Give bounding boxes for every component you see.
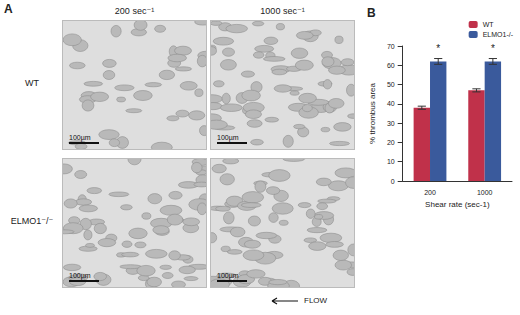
html-text:100µm: 100µm	[69, 272, 91, 279]
html-text:WT: WT	[25, 78, 39, 88]
svg-text:40: 40	[387, 100, 395, 107]
html-text:1000 sec⁻¹: 1000 sec⁻¹	[260, 6, 305, 16]
html-text:A: A	[4, 2, 13, 16]
svg-text:30: 30	[387, 120, 395, 127]
svg-text:1000: 1000	[477, 189, 493, 196]
svg-text:70: 70	[387, 43, 395, 50]
svg-text:B: B	[367, 6, 376, 20]
svg-text:WT: WT	[483, 21, 495, 28]
html-text:FLOW: FLOW	[304, 296, 328, 305]
svg-text:50: 50	[387, 81, 395, 88]
html-text:200 sec⁻¹: 200 sec⁻¹	[114, 6, 155, 16]
html-text:100µm: 100µm	[217, 134, 239, 141]
svg-text:% thrombus area: % thrombus area	[368, 82, 377, 143]
svg-text:ELMO1-/-: ELMO1-/-	[483, 31, 514, 38]
svg-text:Shear rate (sec-1): Shear rate (sec-1)	[425, 200, 490, 209]
svg-text:10: 10	[387, 158, 395, 165]
svg-text:*: *	[436, 43, 440, 54]
svg-text:200: 200	[424, 189, 436, 196]
html-text:ELMO1⁻/⁻: ELMO1⁻/⁻	[10, 216, 54, 226]
svg-text:20: 20	[387, 139, 395, 146]
svg-text:*: *	[491, 43, 495, 54]
html-text:100µm: 100µm	[69, 134, 91, 141]
svg-text:0: 0	[391, 178, 395, 185]
html-text:100µm: 100µm	[217, 272, 239, 279]
svg-text:60: 60	[387, 62, 395, 69]
